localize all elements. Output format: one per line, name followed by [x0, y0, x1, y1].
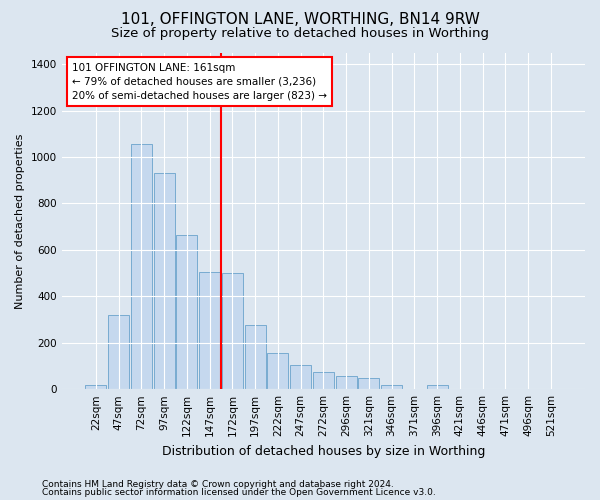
Bar [176, 235, 197, 389]
X-axis label: Distribution of detached houses by size in Worthing: Distribution of detached houses by size … [161, 444, 485, 458]
Bar [199, 272, 220, 389]
Bar [131, 144, 152, 389]
Bar [358, 378, 379, 389]
Text: Contains public sector information licensed under the Open Government Licence v3: Contains public sector information licen… [42, 488, 436, 497]
Text: 101, OFFINGTON LANE, WORTHING, BN14 9RW: 101, OFFINGTON LANE, WORTHING, BN14 9RW [121, 12, 479, 28]
Bar [381, 384, 402, 389]
Bar [268, 353, 289, 389]
Text: 101 OFFINGTON LANE: 161sqm
← 79% of detached houses are smaller (3,236)
20% of s: 101 OFFINGTON LANE: 161sqm ← 79% of deta… [72, 62, 327, 100]
Bar [290, 365, 311, 389]
Bar [313, 372, 334, 389]
Bar [245, 326, 266, 389]
Bar [335, 376, 356, 389]
Text: Size of property relative to detached houses in Worthing: Size of property relative to detached ho… [111, 28, 489, 40]
Bar [222, 273, 243, 389]
Bar [108, 315, 129, 389]
Y-axis label: Number of detached properties: Number of detached properties [15, 133, 25, 308]
Bar [85, 384, 106, 389]
Text: Contains HM Land Registry data © Crown copyright and database right 2024.: Contains HM Land Registry data © Crown c… [42, 480, 394, 489]
Bar [154, 173, 175, 389]
Bar [427, 384, 448, 389]
